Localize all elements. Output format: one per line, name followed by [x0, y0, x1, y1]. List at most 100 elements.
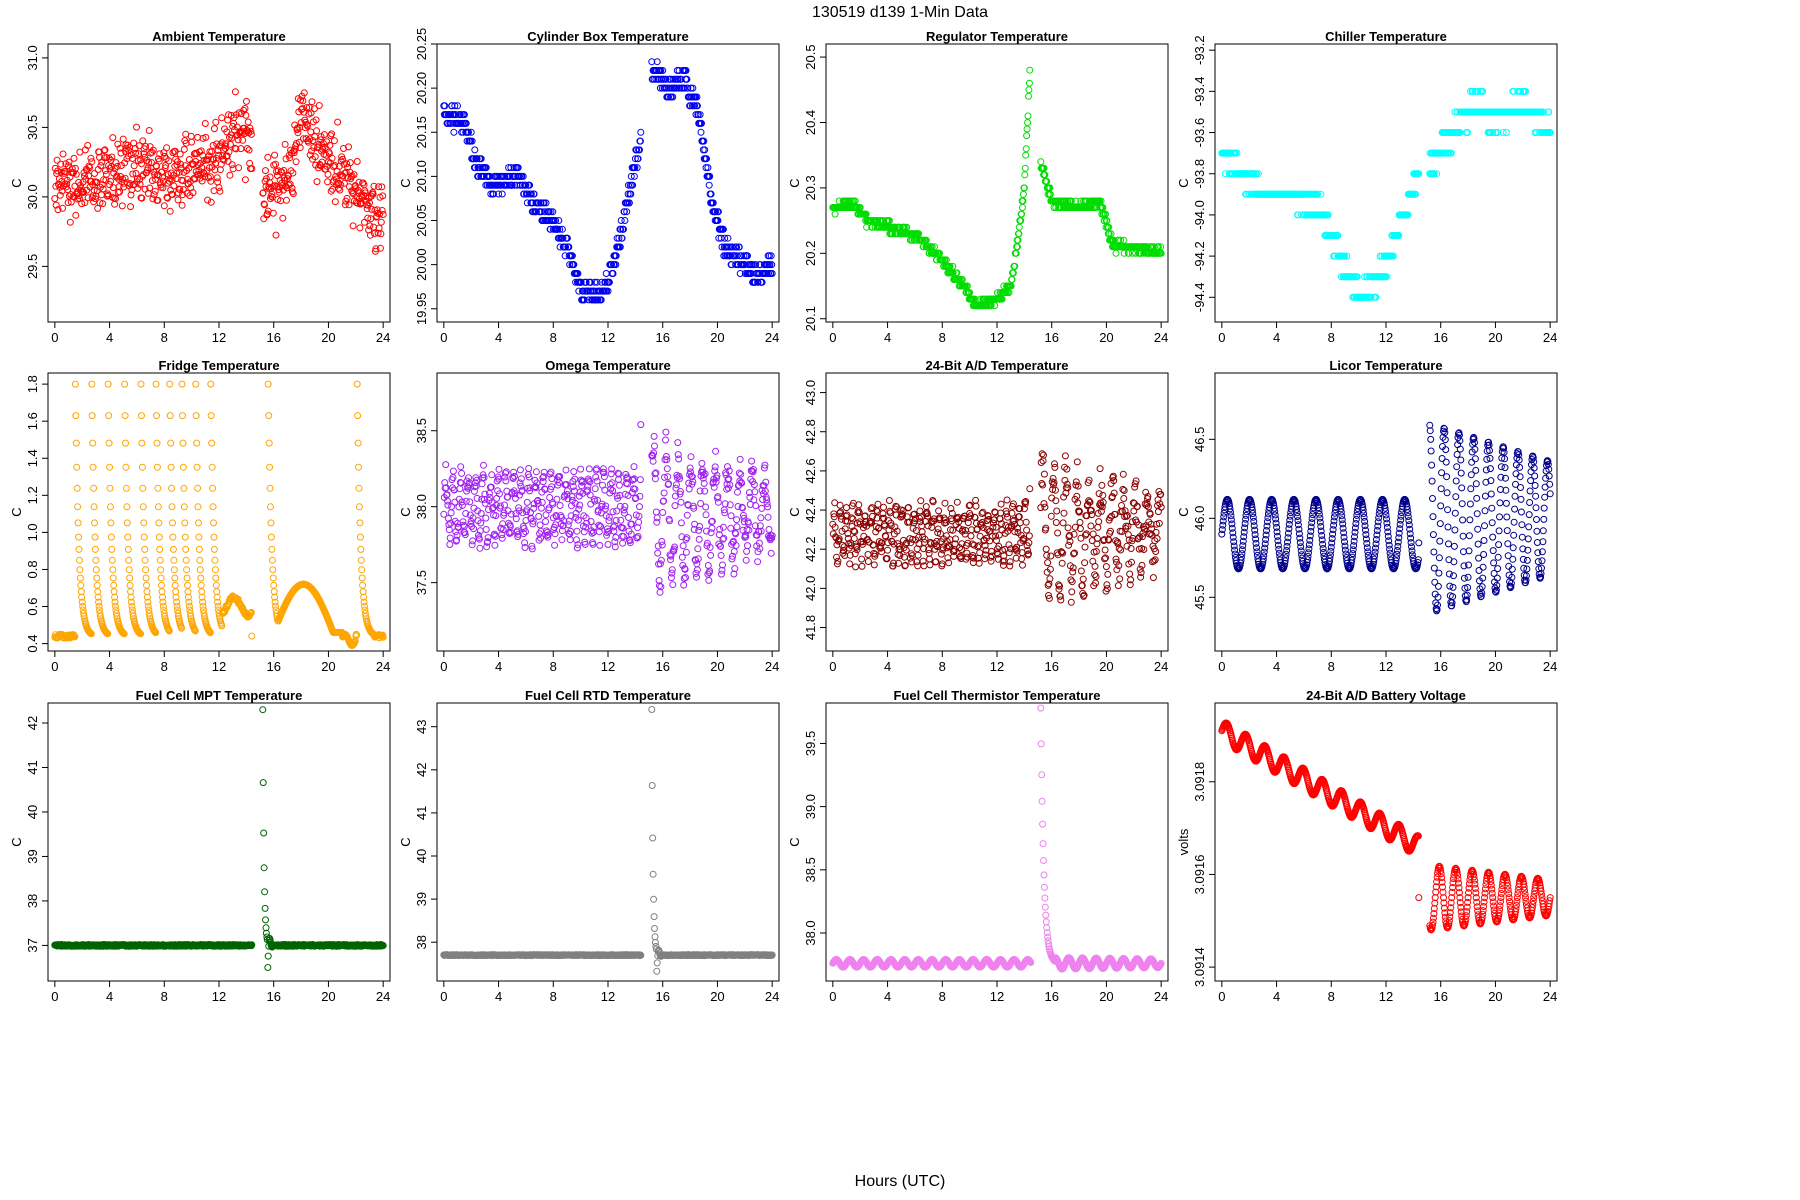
- x-tick-label: 24: [765, 659, 779, 674]
- data-point: [1099, 491, 1107, 499]
- data-point: [442, 461, 450, 469]
- data-point: [266, 463, 274, 471]
- data-point: [122, 144, 130, 152]
- data-point: [337, 181, 345, 189]
- data-point: [605, 278, 613, 286]
- data-point: [836, 501, 844, 509]
- data-point: [936, 249, 943, 257]
- data-point: [196, 556, 204, 564]
- data-point: [637, 128, 645, 136]
- data-point: [700, 137, 708, 145]
- x-tick-label: 16: [1044, 330, 1058, 345]
- chart-title: Cylinder Box Temperature: [527, 29, 689, 44]
- data-point: [563, 487, 571, 495]
- data-point: [1059, 519, 1067, 527]
- y-axis-label: C: [9, 178, 24, 187]
- data-point: [232, 145, 240, 153]
- data-point: [359, 581, 367, 589]
- data-point: [379, 192, 387, 200]
- x-tick-label: 4: [106, 659, 113, 674]
- data-point: [184, 180, 192, 188]
- data-point: [107, 519, 115, 527]
- data-point: [1057, 596, 1065, 604]
- y-tick-label: 20.5: [803, 44, 818, 69]
- data-point: [247, 127, 255, 135]
- data-point: [707, 190, 715, 198]
- data-point: [143, 157, 151, 164]
- data-point: [357, 545, 365, 553]
- data-point: [154, 196, 162, 204]
- point-series: [829, 450, 1165, 606]
- data-point: [184, 588, 192, 596]
- data-point: [289, 190, 297, 198]
- data-point: [495, 465, 503, 473]
- data-point: [303, 104, 311, 112]
- data-point: [127, 203, 134, 211]
- y-tick-label: 19.95: [414, 292, 429, 325]
- data-point: [72, 170, 80, 178]
- data-point: [1040, 451, 1047, 459]
- data-point: [88, 412, 96, 420]
- data-point: [1023, 125, 1031, 133]
- data-point: [182, 556, 190, 564]
- data-point: [145, 159, 153, 166]
- data-point: [683, 511, 691, 519]
- data-point: [142, 566, 150, 574]
- data-point: [493, 477, 501, 485]
- data-point: [446, 541, 454, 548]
- data-point: [1007, 282, 1015, 290]
- data-point: [244, 118, 252, 126]
- data-point: [194, 503, 202, 511]
- data-point: [1025, 86, 1033, 94]
- data-point: [702, 511, 710, 519]
- data-point: [1120, 236, 1128, 244]
- data-point: [353, 158, 361, 165]
- data-point: [554, 225, 562, 233]
- data-point: [156, 556, 164, 564]
- data-point: [465, 128, 472, 136]
- data-point: [711, 463, 719, 471]
- data-point: [197, 574, 205, 582]
- data-point: [547, 468, 555, 476]
- data-point: [684, 84, 692, 92]
- data-point: [698, 119, 705, 127]
- data-point: [104, 380, 112, 388]
- data-point: [201, 173, 209, 181]
- data-point: [672, 481, 680, 489]
- data-point: [168, 484, 176, 492]
- data-point: [972, 502, 980, 510]
- data-point: [259, 189, 267, 197]
- data-point: [593, 477, 601, 485]
- data-point: [705, 576, 713, 584]
- data-point: [701, 146, 709, 154]
- data-point: [160, 202, 168, 210]
- data-point: [248, 632, 256, 640]
- data-point: [526, 181, 534, 189]
- data-point: [706, 172, 714, 180]
- data-point: [119, 135, 127, 143]
- data-point: [889, 230, 897, 238]
- data-point: [915, 540, 923, 548]
- data-point: [113, 172, 121, 180]
- data-point: [208, 463, 216, 471]
- data-point: [506, 172, 514, 180]
- data-point: [327, 187, 335, 195]
- y-tick-label: 20.2: [803, 241, 818, 266]
- data-point: [1020, 184, 1028, 192]
- data-point: [109, 574, 117, 582]
- data-point: [648, 58, 656, 66]
- data-point: [113, 162, 121, 170]
- data-point: [669, 93, 677, 101]
- data-point: [125, 556, 133, 564]
- data-point: [100, 147, 108, 155]
- data-point: [591, 278, 599, 286]
- data-point: [158, 588, 166, 596]
- data-point: [967, 532, 975, 540]
- data-point: [502, 477, 510, 485]
- data-point: [116, 188, 124, 196]
- data-point: [281, 140, 289, 148]
- data-point: [91, 545, 99, 553]
- data-point: [917, 497, 925, 505]
- data-point: [466, 498, 474, 506]
